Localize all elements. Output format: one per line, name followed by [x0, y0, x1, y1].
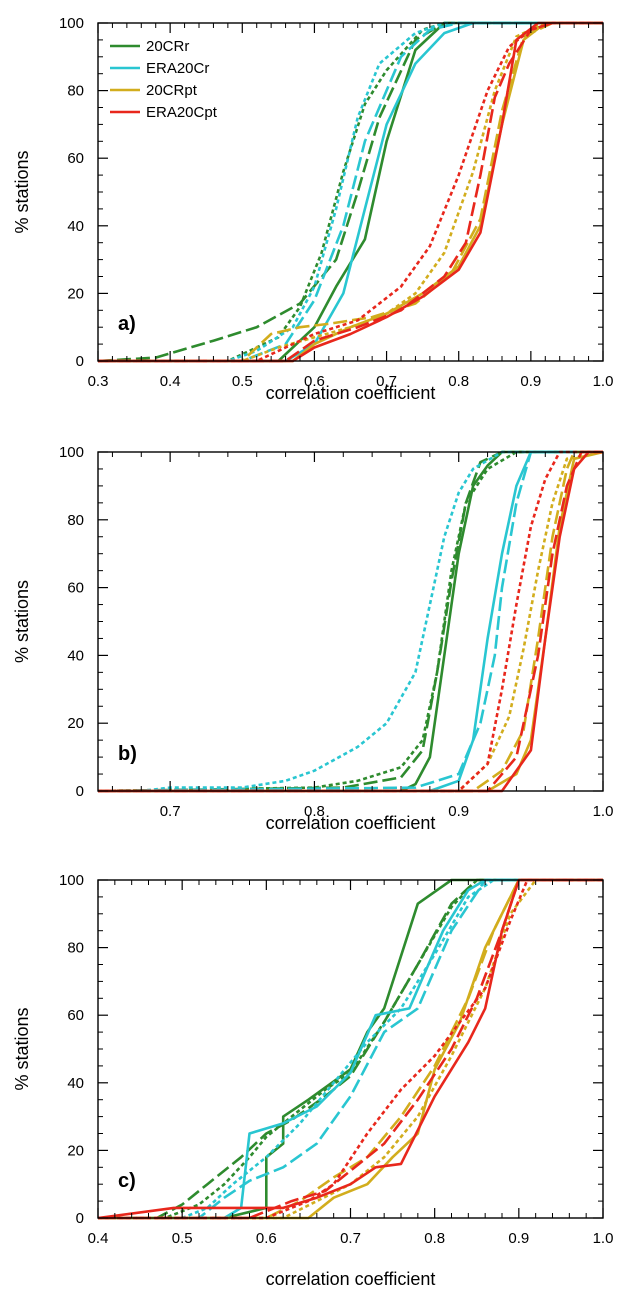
series-line-5: [98, 450, 603, 793]
legend-label: ERA20Cr: [146, 60, 209, 77]
x-tick-label: 0.7: [160, 803, 181, 820]
x-tick-label: 0.9: [508, 1230, 529, 1247]
y-tick-label: 0: [76, 1210, 84, 1227]
x-tick-label: 0.7: [340, 1230, 361, 1247]
y-tick-label: 100: [59, 15, 84, 32]
series-line-0: [98, 450, 603, 793]
chart-panel-c: 0.4 0.5 0.6 0.7 0.8 0.9 1.0 0 20 40 60 80 100 correla…: [12, 872, 613, 1289]
series-line-4: [98, 878, 603, 1220]
series-line-10: [98, 878, 603, 1220]
series-line-5: [98, 21, 603, 363]
chart-panel-b: 0.7 0.8 0.9 1.0 0 20 40 60 80 100 correlation coef…: [12, 444, 613, 833]
y-tick-label: 40: [67, 1075, 84, 1092]
legend-label: 20CRr: [146, 38, 189, 55]
series-line-8: [98, 878, 603, 1220]
series-line-9: [98, 450, 603, 793]
y-axis-label: % stations: [12, 580, 32, 663]
y-tick-label: 40: [67, 647, 84, 664]
series-line-0: [98, 21, 603, 363]
y-tick-label: 80: [67, 940, 84, 957]
x-tick-label: 0.6: [304, 373, 325, 390]
series-line-9: [98, 21, 603, 363]
series-line-1: [98, 878, 603, 1220]
y-tick-label: 60: [67, 580, 84, 597]
series-line-11: [98, 21, 603, 363]
plot-frame: [97, 451, 604, 792]
y-tick-label: 100: [59, 444, 84, 461]
y-tick-label: 20: [67, 1142, 84, 1159]
x-tick-label: 0.3: [88, 373, 109, 390]
panel-label: a): [118, 313, 136, 335]
x-tick-label: 0.8: [424, 1230, 445, 1247]
x-axis-label: correlation coefficient: [266, 1269, 436, 1289]
series-line-8: [98, 450, 603, 793]
y-tick-label: 0: [76, 783, 84, 800]
y-tick-label: 100: [59, 872, 84, 889]
x-tick-label: 0.8: [304, 803, 325, 820]
y-axis-label: % stations: [12, 150, 32, 233]
series-line-7: [98, 450, 603, 793]
series-line-2: [98, 878, 603, 1220]
series-line-4: [98, 450, 603, 793]
y-tick-label: 60: [67, 150, 84, 167]
series-line-11: [98, 878, 603, 1220]
y-tick-label: 20: [67, 715, 84, 732]
y-axis-label: % stations: [12, 1007, 32, 1090]
x-tick-label: 0.4: [88, 1230, 109, 1247]
y-tick-label: 20: [67, 285, 84, 302]
x-tick-label: 1.0: [593, 1230, 614, 1247]
y-tick-label: 60: [67, 1007, 84, 1024]
x-tick-label: 1.0: [593, 373, 614, 390]
panel-label: b): [118, 743, 137, 765]
x-tick-label: 0.6: [256, 1230, 277, 1247]
x-tick-label: 0.9: [448, 803, 469, 820]
y-tick-label: 80: [67, 512, 84, 529]
legend-label: ERA20Cpt: [146, 104, 218, 121]
series-group: [98, 878, 603, 1220]
x-axis-label: correlation coefficient: [266, 383, 436, 403]
y-tick-label: 40: [67, 218, 84, 235]
y-tick-label: 80: [67, 83, 84, 100]
series-line-8: [98, 21, 603, 363]
panel-label: c): [118, 1170, 136, 1192]
series-line-5: [98, 878, 603, 1220]
legend-label: 20CRpt: [146, 82, 198, 99]
series-line-2: [98, 21, 603, 363]
series-line-2: [98, 450, 603, 793]
series-line-6: [98, 450, 603, 793]
x-tick-label: 0.8: [448, 373, 469, 390]
y-tick-label: 0: [76, 353, 84, 370]
legend: 20CRr ERA20Cr 20CRpt ERA20Cpt: [110, 38, 218, 121]
x-tick-label: 0.9: [520, 373, 541, 390]
x-tick-label: 0.7: [376, 373, 397, 390]
series-line-3: [98, 450, 603, 793]
x-tick-label: 0.5: [172, 1230, 193, 1247]
x-tick-label: 0.5: [232, 373, 253, 390]
series-line-10: [98, 450, 603, 793]
series-line-1: [98, 450, 603, 793]
x-tick-label: 1.0: [593, 803, 614, 820]
series-group: [98, 450, 603, 793]
x-tick-label: 0.4: [160, 373, 181, 390]
x-axis-label: correlation coefficient: [266, 813, 436, 833]
series-line-11: [98, 450, 603, 793]
chart-panel-a: 0.3 0.4 0.5 0.6 0.7 0.8 0.9 1.0 0 20 40 60 80 100 corr…: [12, 15, 613, 403]
series-line-7: [98, 878, 603, 1220]
